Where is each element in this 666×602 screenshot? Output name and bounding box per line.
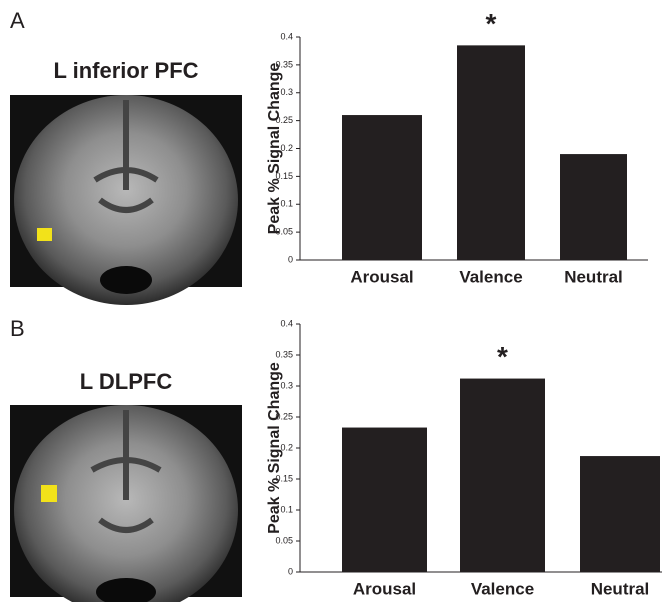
bar: [457, 45, 525, 260]
panel-label: A: [10, 8, 25, 33]
y-tick-label: 0.15: [275, 473, 293, 483]
brain-image-a: [10, 95, 242, 305]
bar: [342, 428, 427, 572]
significance-marker: *: [486, 8, 497, 39]
bar: [460, 379, 545, 572]
x-tick-label: Valence: [471, 579, 534, 598]
figure: AL inferior PFCPeak % Signal Change00.05…: [0, 0, 666, 602]
y-tick-label: 0.2: [280, 143, 293, 153]
y-tick-label: 0.3: [280, 87, 293, 97]
y-tick-label: 0: [288, 254, 293, 264]
brain-image-b: [10, 405, 242, 602]
bar: [342, 115, 422, 260]
image-title: L DLPFC: [80, 369, 173, 394]
x-tick-label: Neutral: [591, 579, 650, 598]
y-tick-label: 0.4: [280, 318, 293, 328]
y-tick-label: 0: [288, 566, 293, 576]
panel-label: B: [10, 316, 25, 341]
y-tick-label: 0.05: [275, 535, 293, 545]
bar: [580, 456, 660, 572]
y-tick-label: 0.35: [275, 349, 293, 359]
y-tick-label: 0.25: [275, 115, 293, 125]
y-tick-label: 0.2: [280, 442, 293, 452]
bar: [560, 154, 627, 260]
y-tick-label: 0.05: [275, 227, 293, 237]
y-tick-label: 0.25: [275, 411, 293, 421]
y-tick-label: 0.35: [275, 59, 293, 69]
significance-marker: *: [497, 341, 508, 372]
x-tick-label: Neutral: [564, 267, 623, 286]
image-title: L inferior PFC: [53, 58, 198, 83]
y-tick-label: 0.4: [280, 31, 293, 41]
y-tick-label: 0.1: [280, 504, 293, 514]
y-tick-label: 0.1: [280, 199, 293, 209]
x-tick-label: Valence: [459, 267, 522, 286]
y-tick-label: 0.15: [275, 171, 293, 181]
x-tick-label: Arousal: [350, 267, 413, 286]
y-tick-label: 0.3: [280, 380, 293, 390]
x-tick-label: Arousal: [353, 579, 416, 598]
